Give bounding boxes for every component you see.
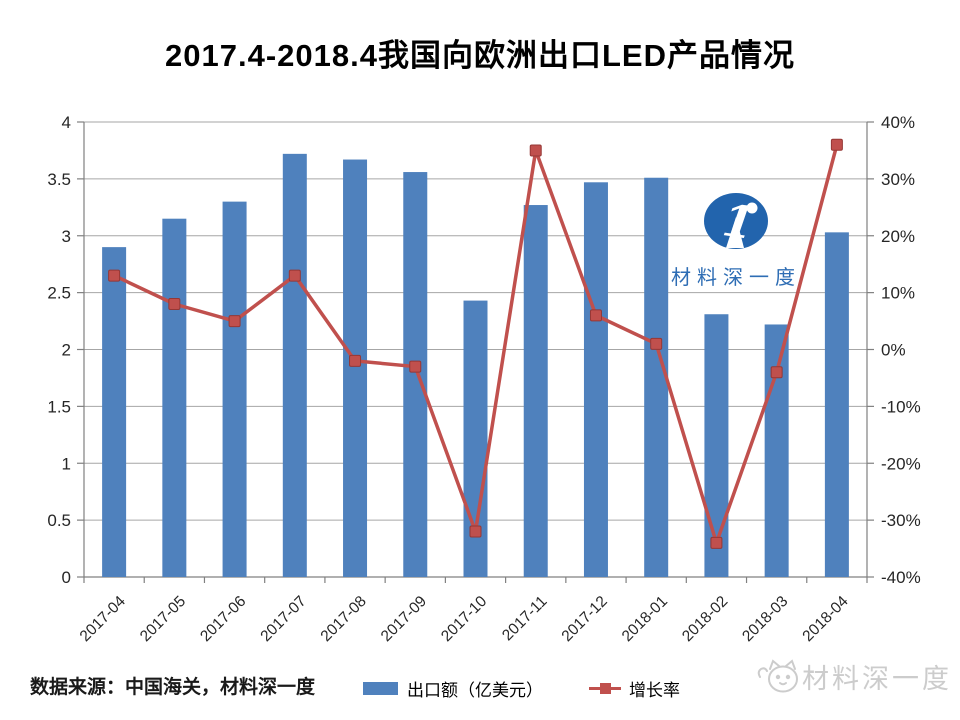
bar-2017-11 [523,205,548,577]
line-marker-2017-09 [409,360,422,373]
bar-2017-08 [343,159,368,577]
x-axis-label-2018-03: 2018-03 [739,593,791,645]
line-marker-2017-08 [349,354,362,367]
chart-title: 2017.4-2018.4我国向欧洲出口LED产品情况 [165,38,795,73]
legend-bar-label: 出口额（亿美元） [407,681,543,700]
line-marker-2017-10 [469,525,482,538]
left-axis-tick-label: 0.5 [47,511,71,530]
x-axis-label-2017-07: 2017-07 [257,593,309,645]
right-axis-tick-label: 0% [881,341,906,360]
bar-2018-04 [824,232,849,577]
x-axis-label-2017-11: 2017-11 [499,593,550,644]
left-axis-tick-label: 0 [62,568,71,587]
logo-one-degree-icon: 1 [704,193,768,250]
line-marker-2017-05 [168,298,181,310]
line-marker-2017-12 [589,309,602,322]
x-axis-label-2018-01: 2018-01 [619,593,671,645]
legend-line-label: 增长率 [629,681,680,700]
bar-2017-05 [162,218,187,577]
right-axis-tick-label: -20% [881,454,921,473]
x-axis-label-2018-02: 2018-02 [679,593,731,645]
right-axis-tick-label: 30% [881,170,915,189]
bar-2017-09 [403,172,428,578]
left-axis-tick-label: 3 [62,227,71,246]
legend-item-growth: 增长率 [589,676,680,701]
center-watermark-label: 材料深一度 [671,267,801,289]
bar-2017-12 [583,182,608,577]
left-axis-tick-label: 4 [62,113,71,132]
chart-legend: 出口额（亿美元） 增长率 [363,676,680,701]
center-watermark: 1 材料深一度 [668,192,804,290]
legend-bar-swatch [363,682,398,695]
right-axis-tick-label: 40% [881,113,915,132]
x-axis-label-2017-08: 2017-08 [318,593,370,645]
x-axis-label-2017-10: 2017-10 [438,593,491,646]
left-axis-tick-label: 1.5 [47,397,71,416]
bar-2018-01 [644,177,669,578]
line-marker-2018-04 [830,138,843,151]
right-axis-tick-label: 10% [881,284,915,303]
x-axis-label-2017-06: 2017-06 [197,593,249,645]
source-note: 数据来源：中国海关，材料深一度 [30,677,316,698]
corner-watermark-label: 材料深一度 [802,663,952,694]
x-axis-label-2017-05: 2017-05 [137,593,189,645]
right-axis-tick-label: -40% [881,568,921,587]
right-axis-tick-label: -10% [881,397,921,416]
line-marker-2018-02 [710,536,723,549]
line-marker-2018-03 [770,366,783,379]
x-axis-label-2017-09: 2017-09 [378,593,430,645]
line-marker-2017-11 [529,144,542,157]
left-axis-tick-label: 3.5 [47,170,71,189]
left-axis-tick-label: 2.5 [47,284,71,303]
left-axis-tick-label: 1 [62,454,71,473]
bar-2017-06 [222,201,247,577]
cat-icon [757,659,798,693]
left-axis-tick-label: 2 [62,341,71,360]
x-axis-label-2017-04: 2017-04 [77,593,130,646]
legend-line-swatch [589,683,621,694]
corner-watermark: 材料深一度 [756,655,952,697]
x-axis-label-2017-12: 2017-12 [559,593,611,645]
bar-2017-07 [282,153,307,577]
line-marker-2017-06 [228,315,241,328]
line-marker-2018-01 [650,337,663,350]
right-axis-tick-label: -30% [881,511,921,530]
line-marker-2017-04 [108,269,121,282]
right-axis-tick-label: 20% [881,227,915,246]
bar-2018-03 [764,324,789,577]
line-marker-2017-07 [288,269,301,282]
bar-2018-02 [704,314,729,577]
legend-item-export: 出口额（亿美元） [363,676,543,701]
bar-2017-04 [102,247,127,577]
x-axis-label-2018-04: 2018-04 [799,593,852,646]
